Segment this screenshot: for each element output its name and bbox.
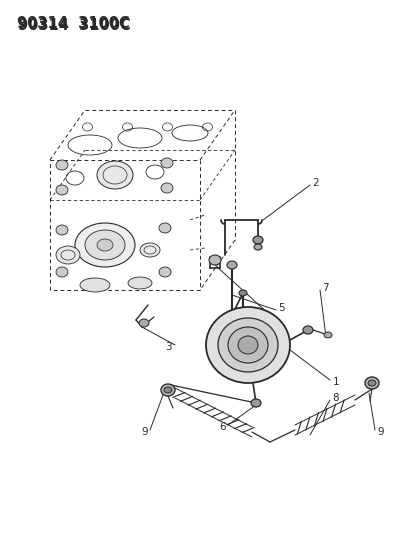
- Text: 9: 9: [141, 427, 147, 437]
- Text: 6: 6: [219, 422, 225, 432]
- Ellipse shape: [159, 223, 171, 233]
- Text: 9: 9: [376, 427, 383, 437]
- Ellipse shape: [364, 377, 378, 389]
- Text: 2: 2: [311, 178, 318, 188]
- Ellipse shape: [161, 384, 175, 396]
- Ellipse shape: [238, 290, 247, 296]
- Ellipse shape: [252, 236, 262, 244]
- Ellipse shape: [56, 160, 68, 170]
- Ellipse shape: [164, 387, 171, 393]
- Ellipse shape: [80, 278, 110, 292]
- Ellipse shape: [228, 312, 235, 318]
- Ellipse shape: [97, 239, 113, 251]
- Ellipse shape: [56, 225, 68, 235]
- Ellipse shape: [206, 307, 289, 383]
- Ellipse shape: [237, 336, 257, 354]
- Ellipse shape: [85, 230, 125, 260]
- Ellipse shape: [323, 332, 331, 338]
- Text: 90314  3100C: 90314 3100C: [17, 16, 129, 31]
- Ellipse shape: [140, 243, 159, 257]
- Ellipse shape: [139, 319, 149, 327]
- Ellipse shape: [302, 326, 312, 334]
- Ellipse shape: [75, 223, 135, 267]
- Ellipse shape: [128, 277, 152, 289]
- Ellipse shape: [209, 255, 221, 265]
- Text: 3: 3: [165, 342, 171, 352]
- Ellipse shape: [254, 244, 261, 250]
- Ellipse shape: [367, 380, 375, 386]
- Text: 4: 4: [248, 313, 254, 323]
- Ellipse shape: [56, 267, 68, 277]
- Ellipse shape: [228, 327, 267, 363]
- Ellipse shape: [56, 246, 80, 264]
- Ellipse shape: [218, 318, 277, 372]
- Ellipse shape: [159, 267, 171, 277]
- Ellipse shape: [161, 158, 173, 168]
- Text: 8: 8: [331, 393, 338, 403]
- Ellipse shape: [56, 185, 68, 195]
- Ellipse shape: [97, 161, 133, 189]
- Ellipse shape: [250, 399, 260, 407]
- Text: 5: 5: [277, 303, 284, 313]
- Ellipse shape: [161, 183, 173, 193]
- Text: 1: 1: [332, 377, 339, 387]
- Text: 7: 7: [321, 283, 328, 293]
- Ellipse shape: [226, 261, 236, 269]
- Text: 90314  3100C: 90314 3100C: [18, 18, 131, 33]
